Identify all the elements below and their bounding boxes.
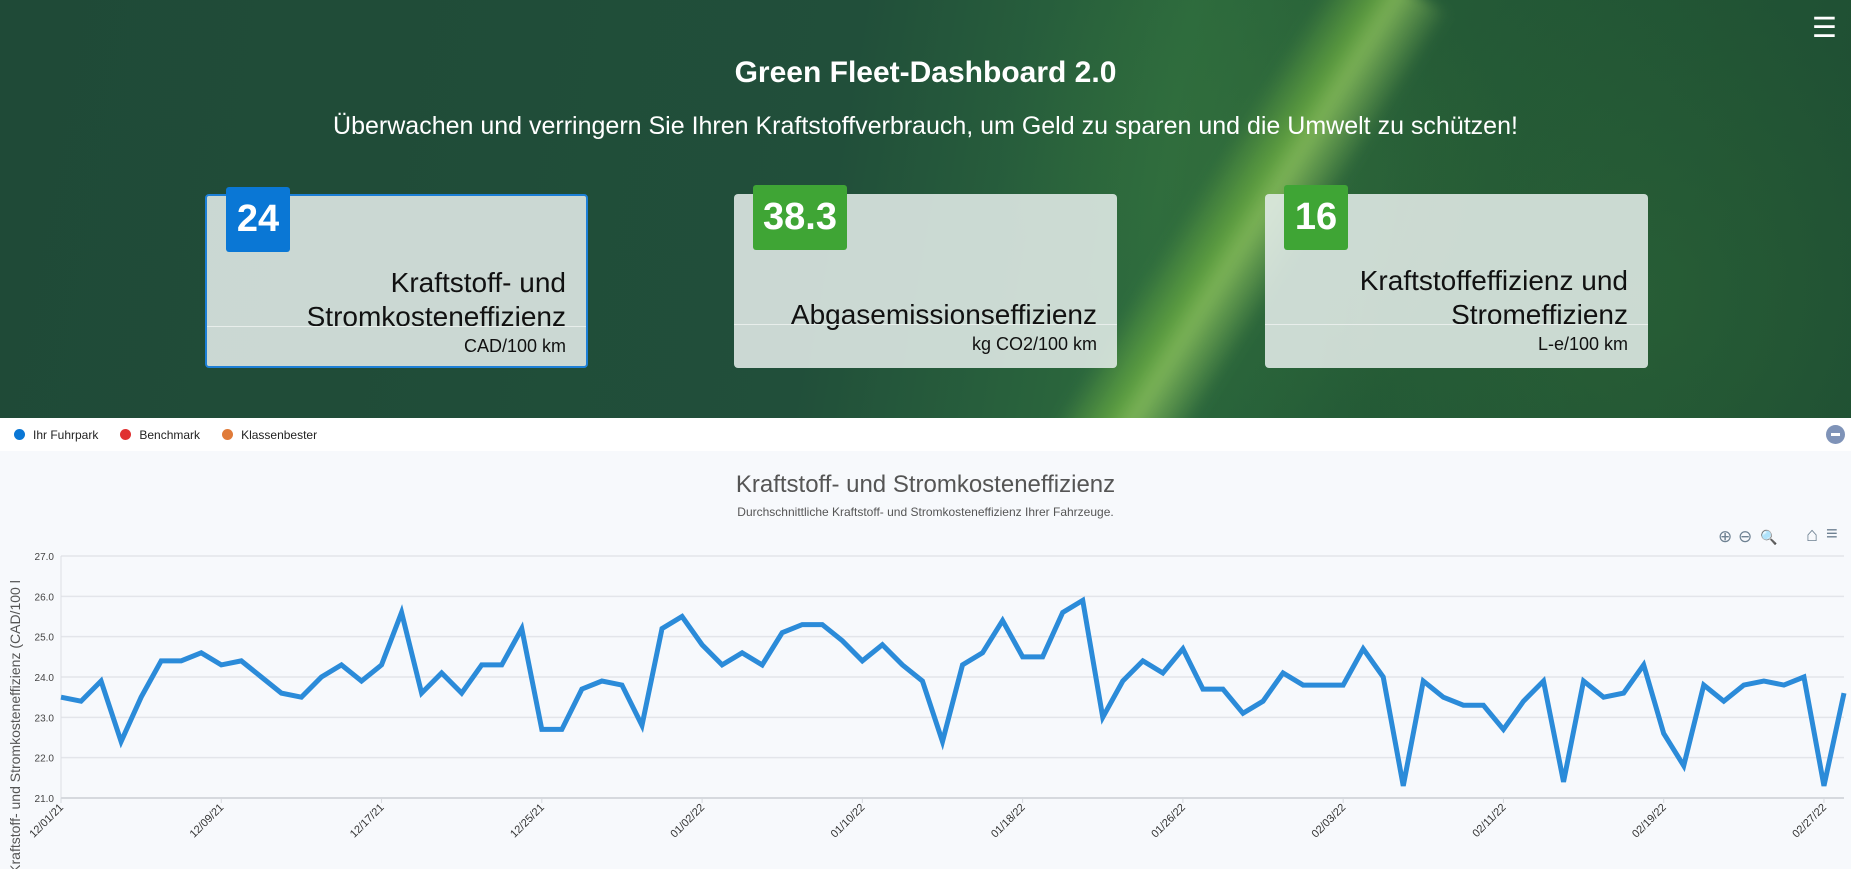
x-tick-label: 01/18/22 xyxy=(989,802,1028,841)
legend-item-benchmark[interactable]: Benchmark xyxy=(120,428,200,442)
hamburger-menu-icon[interactable]: ☰ xyxy=(1811,12,1837,43)
chart-subtitle: Durchschnittliche Kraftstoff- und Stromk… xyxy=(737,505,1114,519)
y-tick-label: 24.0 xyxy=(35,673,55,684)
x-tick-label: 12/09/21 xyxy=(188,802,227,841)
divider xyxy=(734,324,1117,325)
kpi-card-emission-efficiency[interactable]: 38.3 Abgasemissionseffizienz kg CO2/100 … xyxy=(734,185,1117,368)
kpi-unit: CAD/100 km xyxy=(463,336,566,356)
chart-legend: Ihr Fuhrpark Benchmark Klassenbester xyxy=(0,418,1851,451)
kpi-unit: L-e/100 km xyxy=(1537,334,1628,354)
chart-menu-icon[interactable]: ≡ xyxy=(1826,523,1838,545)
kpi-card-fuel-efficiency[interactable]: 16 Kraftstoffeffizienz und Stromeffizien… xyxy=(1265,185,1648,368)
y-tick-label: 23.0 xyxy=(35,713,55,724)
x-tick-label: 12/01/21 xyxy=(27,802,66,841)
y-tick-label: 26.0 xyxy=(35,592,55,603)
kpi-value-badge: 38.3 xyxy=(753,185,847,250)
kpi-unit: kg CO2/100 km xyxy=(971,334,1097,354)
legend-item-best-in-class[interactable]: Klassenbester xyxy=(222,428,317,442)
home-reset-icon[interactable]: ⌂ xyxy=(1806,524,1819,546)
legend-dot-icon xyxy=(222,429,234,440)
x-tick-label: 01/10/22 xyxy=(829,802,868,841)
x-tick-label: 12/17/21 xyxy=(348,802,387,841)
x-tick-label: 01/26/22 xyxy=(1149,802,1188,841)
collapse-icon[interactable] xyxy=(1826,425,1845,444)
legend-dot-icon xyxy=(120,429,132,440)
kpi-value-badge: 16 xyxy=(1284,185,1348,250)
divider xyxy=(1265,324,1648,325)
kpi-value-badge: 24 xyxy=(226,187,290,252)
y-tick-label: 22.0 xyxy=(35,754,55,765)
hero-banner: ☰ Green Fleet-Dashboard 2.0 Überwachen u… xyxy=(0,0,1851,418)
x-tick-label: 02/27/22 xyxy=(1790,802,1829,841)
x-tick-label: 02/19/22 xyxy=(1630,802,1669,841)
y-tick-label: 25.0 xyxy=(35,633,55,644)
legend-dot-icon xyxy=(14,429,25,440)
divider xyxy=(207,326,586,327)
legend-label: Ihr Fuhrpark xyxy=(33,427,99,442)
page-subtitle: Überwachen und verringern Sie Ihren Kraf… xyxy=(333,112,1518,140)
zoom-out-icon[interactable]: ⊖ xyxy=(1738,527,1753,546)
kpi-card-cost-efficiency[interactable]: 24 Kraftstoff- und Stromkosteneffizienz … xyxy=(205,187,588,368)
zoom-in-icon[interactable]: ⊕ xyxy=(1718,527,1733,546)
x-tick-label: 01/02/22 xyxy=(668,802,707,841)
page-title: Green Fleet-Dashboard 2.0 xyxy=(734,56,1117,89)
legend-label: Benchmark xyxy=(139,427,201,442)
y-axis-title: Kraftstoff- und Stromkosteneffizienz (CA… xyxy=(7,580,23,869)
legend-item-fleet[interactable]: Ihr Fuhrpark xyxy=(14,428,98,442)
selection-zoom-icon[interactable]: 🔍 xyxy=(1760,529,1778,545)
legend-label: Klassenbester xyxy=(241,427,318,442)
y-tick-label: 21.0 xyxy=(35,794,55,805)
chart-title: Kraftstoff- und Stromkosteneffizienz xyxy=(735,471,1116,498)
series-line-fleet xyxy=(60,596,1847,787)
x-tick-label: 02/03/22 xyxy=(1310,802,1349,841)
y-tick-label: 27.0 xyxy=(35,552,55,563)
chart-panel xyxy=(0,451,1851,869)
x-tick-label: 02/11/22 xyxy=(1470,802,1508,840)
x-tick-label: 12/25/21 xyxy=(508,802,547,841)
